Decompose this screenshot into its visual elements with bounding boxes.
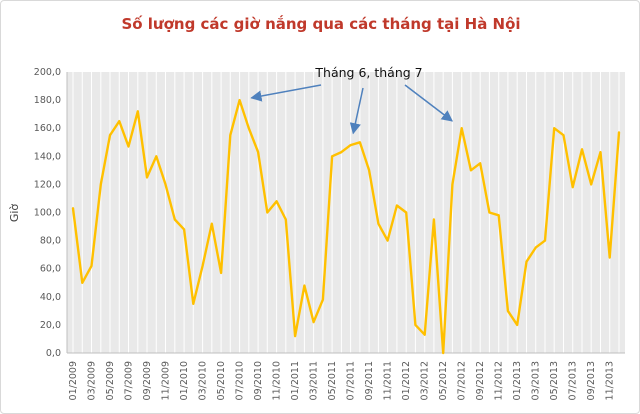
x-tick-label: 01/2009: [68, 361, 79, 400]
annotation-arrow: [404, 84, 453, 122]
x-tick-label: 01/2011: [290, 361, 301, 400]
x-tick-label: 11/2009: [161, 361, 172, 400]
plot-area: [67, 72, 625, 353]
x-axis-labels: 01/2009 03/2009 05/2009 07/2009 09/2009 11/20…: [68, 361, 616, 400]
annotation-arrow: [349, 87, 364, 135]
x-tick-label: 05/2009: [105, 361, 116, 400]
y-tick-label: 20,0: [40, 320, 61, 331]
x-tick-label: 07/2013: [568, 361, 579, 400]
y-tick-label: 140,0: [34, 151, 61, 162]
y-tick-label: 160,0: [34, 123, 61, 134]
axis-lines: [66, 72, 625, 354]
x-tick-label: 09/2011: [364, 361, 375, 400]
x-tick-label: 03/2010: [198, 361, 209, 400]
x-tick-label: 05/2010: [216, 361, 227, 400]
x-tick-label: 09/2009: [142, 361, 153, 400]
x-tick-label: 07/2010: [235, 361, 246, 400]
chart-title: Số lượng các giờ nắng qua các tháng tại …: [121, 14, 520, 33]
x-tick-label: 03/2011: [309, 361, 320, 400]
x-tick-label: 03/2013: [531, 361, 542, 400]
y-axis-title: Giờ: [8, 204, 21, 223]
y-tick-label: 60,0: [40, 264, 61, 275]
y-tick-label: 100,0: [34, 208, 61, 219]
y-tick-label: 200,0: [34, 67, 61, 78]
y-tick-label: 120,0: [34, 179, 61, 190]
y-tick-label: 0,0: [46, 348, 61, 359]
x-tick-label: 09/2013: [586, 361, 597, 400]
y-axis-labels: 0,0 20,0 40,0 60,0 80,0 100,0 120,0 140,0 160,0 1…: [34, 67, 61, 359]
x-tick-label: 07/2011: [346, 361, 357, 400]
x-tick-label: 05/2012: [438, 361, 449, 400]
annotation-arrows: [250, 84, 453, 135]
x-tick-label: 05/2011: [327, 361, 338, 400]
series-polyline: [71, 98, 621, 355]
x-tick-label: 11/2011: [383, 361, 394, 400]
x-tick-label: 03/2012: [420, 361, 431, 400]
x-tick-label: 01/2010: [179, 361, 190, 400]
x-tick-label: 05/2013: [549, 361, 560, 400]
x-tick-label: 11/2010: [272, 361, 283, 400]
x-tick-label: 11/2012: [494, 361, 505, 400]
x-tick-label: 01/2012: [401, 361, 412, 400]
x-tick-label: 07/2012: [457, 361, 468, 400]
y-tick-label: 40,0: [40, 292, 61, 303]
x-tick-label: 07/2009: [124, 361, 135, 400]
x-tick-label: 09/2012: [475, 361, 486, 400]
series-line-group: [71, 98, 621, 355]
y-tick-label: 180,0: [34, 95, 61, 106]
plot-background: [67, 72, 625, 353]
annotation-label: Tháng 6, tháng 7: [314, 65, 422, 80]
x-tick-label: 03/2009: [87, 361, 98, 400]
y-tick-label: 80,0: [40, 236, 61, 247]
x-tick-label: 11/2013: [605, 361, 616, 400]
x-tick-label: 01/2013: [512, 361, 523, 400]
gridlines: [72, 72, 620, 353]
annotation-arrow: [250, 84, 322, 102]
x-tick-label: 09/2010: [253, 361, 264, 400]
